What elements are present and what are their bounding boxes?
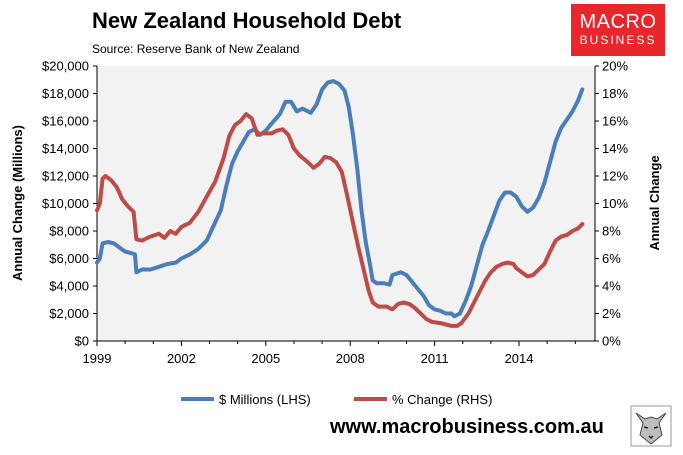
y-axis-label: Annual Change (Millions) xyxy=(10,125,25,281)
logo-line-2: BUSINESS xyxy=(579,33,657,47)
y2-axis-label: Annual Change xyxy=(647,155,662,250)
logo-line-1: MACRO xyxy=(579,11,657,33)
y-tick-label: $0 xyxy=(75,334,89,349)
y-tick-label: $6,000 xyxy=(49,251,89,266)
x-tick-label: 2014 xyxy=(505,351,534,366)
legend-label-millions: $ Millions (LHS) xyxy=(219,392,311,407)
y-tick-label: $20,000 xyxy=(42,59,89,74)
series-line-percent xyxy=(95,112,585,328)
plot-background xyxy=(97,66,595,341)
y2-tick-label: 20% xyxy=(602,59,628,74)
y2-tick-label: 14% xyxy=(602,141,628,156)
legend: $ Millions (LHS) % Change (RHS) xyxy=(181,392,492,407)
x-tick-label: 2005 xyxy=(251,351,280,366)
y-tick-label: $10,000 xyxy=(42,196,89,211)
macrobusiness-logo[interactable]: MACRO BUSINESS xyxy=(571,4,665,56)
y2-tick-label: 0% xyxy=(602,334,621,349)
y-tick-label: $12,000 xyxy=(42,169,89,184)
y-tick-label: $14,000 xyxy=(42,141,89,156)
y-tick-label: $16,000 xyxy=(42,114,89,129)
y-tick-label: $18,000 xyxy=(42,86,89,101)
x-tick-label: 2008 xyxy=(336,351,365,366)
y2-tick-label: 6% xyxy=(602,251,621,266)
y2-tick-label: 12% xyxy=(602,169,628,184)
axes xyxy=(93,65,599,346)
x-tick-label: 2011 xyxy=(421,351,449,366)
y-tick-label: $4,000 xyxy=(49,279,89,294)
legend-label-percent: % Change (RHS) xyxy=(392,392,492,407)
tick-labels: $0 $2,000 $4,000 $6,000 $8,000 $10,000 $12,000… xyxy=(42,59,628,367)
y2-tick-label: 8% xyxy=(602,224,621,239)
series-group xyxy=(95,79,585,328)
y2-tick-label: 10% xyxy=(602,196,628,211)
chart-title: New Zealand Household Debt xyxy=(92,8,402,33)
chart-source: Source: Reserve Bank of New Zealand xyxy=(92,42,300,56)
footer-url-link[interactable]: www.macrobusiness.com.au xyxy=(330,416,604,438)
y-tick-label: $8,000 xyxy=(49,224,89,239)
y-tick-label: $2,000 xyxy=(49,306,89,321)
x-tick-label: 2002 xyxy=(167,351,196,366)
y2-tick-label: 4% xyxy=(602,279,621,294)
y2-tick-label: 18% xyxy=(602,86,628,101)
wolf-head-icon xyxy=(630,405,672,447)
y2-tick-label: 16% xyxy=(602,114,628,129)
y2-tick-label: 2% xyxy=(602,306,621,321)
x-tick-label: 1999 xyxy=(83,351,112,366)
series-line-millions xyxy=(95,79,585,319)
